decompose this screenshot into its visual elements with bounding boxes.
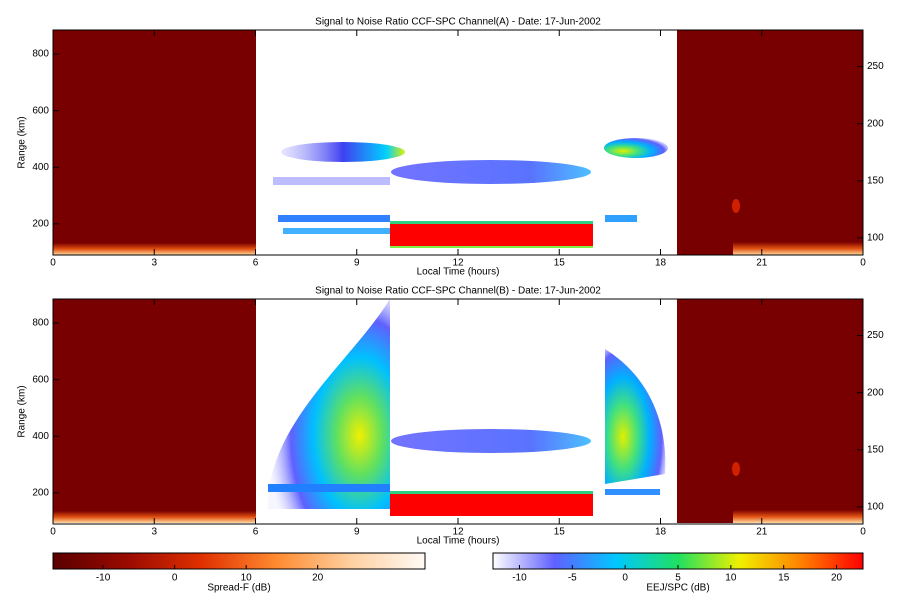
colorbar [52,552,426,570]
chart-title: Signal to Noise Ratio CCF-SPC Channel(B)… [315,286,601,297]
x-tick-label: 9 [354,258,360,269]
y-tick-label: 600 [32,105,49,116]
x-tick-label: 0 [860,258,866,269]
y2-tick-label: 250 [867,61,884,72]
colorbar-tick-label: 0 [622,573,628,584]
heatmap-b [53,299,863,523]
y-axis-label: Range (km) [17,116,28,168]
y2-tick-label: 100 [867,233,884,244]
colorbar-tick-label: 0 [172,573,178,584]
y-tick-label: 800 [32,49,49,60]
x-tick-label: 21 [756,527,768,538]
colorbar-tick-label: 10 [241,573,253,584]
colorbar-tick-label: -10 [96,573,111,584]
x-tick-label: 0 [50,258,56,269]
colorbar-label: EEJ/SPC (dB) [646,583,709,594]
colorbar-label: Spread-F (dB) [207,583,270,594]
x-axis-label: Local Time (hours) [417,536,500,547]
y-tick-label: 200 [32,488,49,499]
x-tick-label: 6 [253,258,259,269]
heatmap-a [53,30,863,255]
y2-tick-label: 100 [867,502,884,513]
x-tick-label: 0 [50,527,56,538]
y-tick-label: 400 [32,431,49,442]
y2-tick-label: 150 [867,444,884,455]
y-tick-label: 200 [32,219,49,230]
colorbar-tick-label: 20 [312,573,324,584]
y2-tick-label: 200 [867,387,884,398]
x-tick-label: 12 [452,527,464,538]
x-tick-label: 0 [860,527,866,538]
colorbar-tick-label: -10 [512,573,527,584]
y-tick-label: 600 [32,374,49,385]
x-tick-label: 15 [554,527,566,538]
colorbar-tick-label: 20 [831,573,843,584]
x-tick-label: 21 [756,258,768,269]
colorbar-tick-label: 15 [778,573,790,584]
colorbar-tick-label: 5 [675,573,681,584]
x-axis-label: Local Time (hours) [417,267,500,278]
x-tick-label: 15 [554,258,566,269]
x-tick-label: 6 [253,527,259,538]
y2-tick-label: 150 [867,175,884,186]
x-tick-label: 3 [151,527,157,538]
chart-title: Signal to Noise Ratio CCF-SPC Channel(A)… [315,17,601,28]
y2-tick-label: 200 [867,118,884,129]
x-tick-label: 3 [151,258,157,269]
x-tick-label: 18 [655,258,667,269]
colorbar-tick-label: -5 [568,573,577,584]
y2-tick-label: 250 [867,330,884,341]
y-tick-label: 800 [32,318,49,329]
y-axis-label: Range (km) [17,385,28,437]
colorbar-tick-label: 10 [725,573,737,584]
x-tick-label: 12 [452,258,464,269]
y-tick-label: 400 [32,162,49,173]
x-tick-label: 9 [354,527,360,538]
x-tick-label: 18 [655,527,667,538]
